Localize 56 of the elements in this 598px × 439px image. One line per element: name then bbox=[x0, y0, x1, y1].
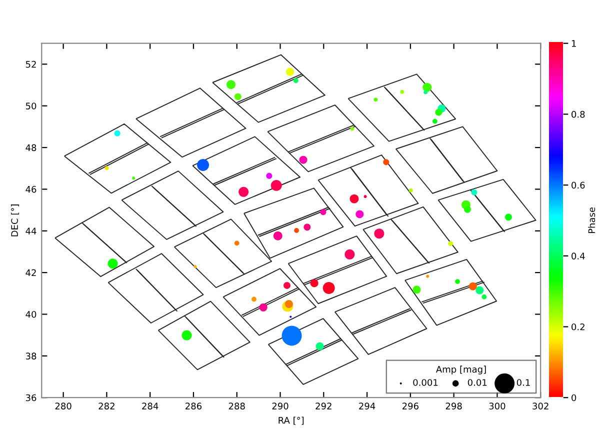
legend-label: 0.001 bbox=[413, 379, 438, 386]
color-bar-label: 0 bbox=[572, 394, 576, 402]
point bbox=[226, 80, 236, 90]
point bbox=[476, 286, 484, 294]
y-tick-label: 50 bbox=[26, 102, 36, 110]
y-tick-label: 38 bbox=[26, 352, 36, 360]
x-tick-label: 302 bbox=[532, 402, 548, 410]
legend-title: Amp [mag] bbox=[436, 366, 486, 374]
color-bar-label: 0.6 bbox=[572, 182, 585, 189]
x-tick-label: 298 bbox=[446, 402, 462, 410]
x-tick-label: 290 bbox=[272, 402, 288, 410]
x-tick-label: 296 bbox=[402, 402, 418, 410]
legend-label: 0.01 bbox=[468, 379, 487, 386]
point bbox=[234, 93, 242, 100]
x-tick-label: 292 bbox=[316, 402, 332, 410]
y-tick-label: 52 bbox=[26, 60, 36, 68]
point bbox=[259, 303, 268, 312]
y-tick-label: 48 bbox=[26, 144, 36, 152]
point bbox=[286, 68, 294, 76]
color-bar-label: 0.8 bbox=[572, 110, 585, 118]
y-tick-label: 46 bbox=[26, 186, 36, 193]
y-tick-label: 40 bbox=[26, 310, 36, 318]
point bbox=[435, 108, 442, 116]
point bbox=[320, 209, 326, 216]
point bbox=[412, 286, 421, 294]
point bbox=[383, 159, 390, 166]
color-bar-label: 0.4 bbox=[572, 252, 585, 260]
x-tick-label: 282 bbox=[98, 402, 114, 410]
color-bar-title: Phase bbox=[588, 207, 596, 234]
point bbox=[114, 130, 120, 136]
color-bar-label: 0.2 bbox=[572, 323, 584, 330]
x-tick-label: 284 bbox=[142, 402, 158, 410]
point bbox=[284, 282, 290, 289]
y-tick-label: 36 bbox=[26, 394, 36, 402]
y-tick-label: 42 bbox=[26, 269, 36, 276]
point bbox=[505, 214, 512, 221]
x-axis-title: RA [°] bbox=[278, 416, 304, 425]
y-tick-label: 44 bbox=[26, 228, 36, 234]
point bbox=[310, 279, 318, 288]
x-tick-label: 286 bbox=[186, 402, 202, 410]
point bbox=[299, 156, 308, 164]
x-tick-label: 300 bbox=[489, 402, 506, 410]
point bbox=[304, 224, 311, 231]
point bbox=[356, 210, 364, 218]
y-axis-title: DEC [°] bbox=[10, 204, 20, 236]
point bbox=[316, 342, 324, 350]
x-tick-label: 294 bbox=[359, 402, 376, 410]
point bbox=[468, 282, 477, 290]
point bbox=[471, 189, 478, 196]
color-bar-label: 1 bbox=[572, 40, 576, 47]
point bbox=[284, 300, 293, 308]
x-tick-label: 288 bbox=[228, 402, 245, 410]
point bbox=[464, 206, 471, 213]
legend-label: 0.1 bbox=[516, 379, 530, 386]
x-tick-label: 280 bbox=[55, 402, 72, 410]
point bbox=[266, 172, 272, 179]
